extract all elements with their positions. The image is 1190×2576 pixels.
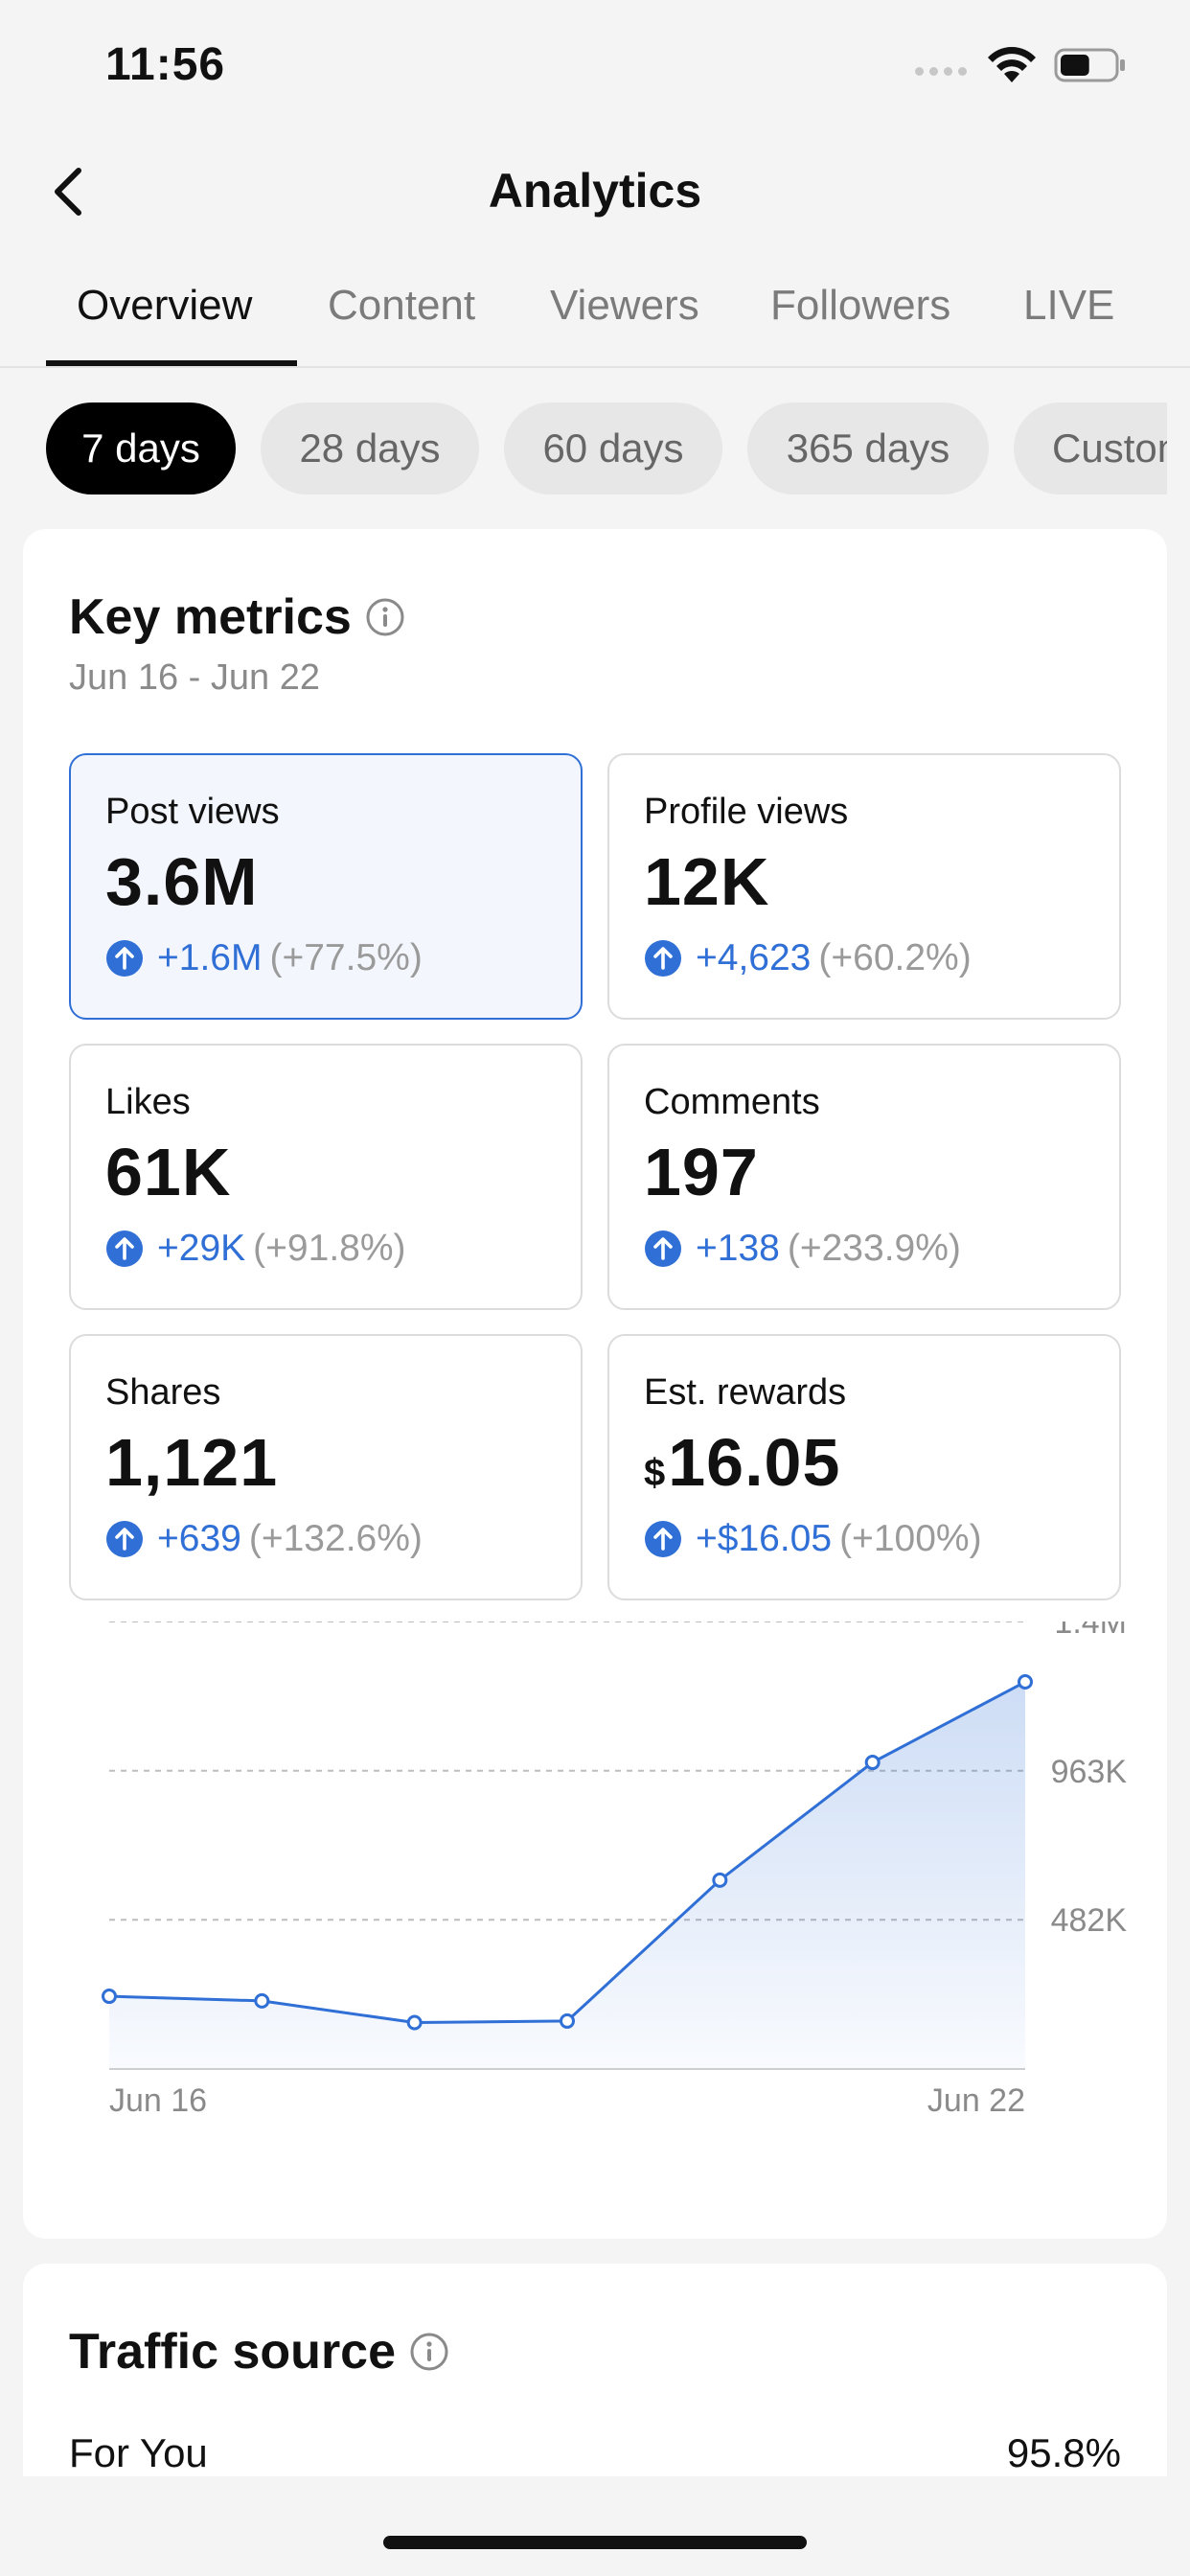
currency-symbol: $ (644, 1452, 667, 1494)
info-icon[interactable] (365, 597, 405, 637)
date-range: Jun 16 - Jun 22 (69, 657, 320, 698)
arrow-up-circle-icon (106, 1230, 143, 1267)
header: Analytics (0, 144, 1190, 240)
metric-change: +639 (+132.6%) (105, 1518, 423, 1560)
traffic-source-value: 95.8% (1006, 2430, 1121, 2475)
key-metrics-title: Key metrics (69, 589, 352, 645)
chart-y-tick-label: 482K (1051, 1902, 1128, 1939)
metric-label: Profile views (644, 792, 849, 832)
chevron-left-icon (55, 168, 81, 216)
chart-data-point (864, 1755, 881, 1771)
range-chip-365-days[interactable]: 365 days (747, 402, 989, 494)
chart-area (109, 1682, 1025, 2069)
chart-data-point (254, 1992, 270, 2009)
tab-live[interactable]: LIVE (1023, 282, 1115, 329)
metric-percent: (+132.6%) (248, 1518, 423, 1559)
arrow-up-circle-icon (106, 1521, 143, 1557)
chart-data-point (102, 1989, 117, 2005)
metric-value: 197 (644, 1135, 759, 1209)
metric-value: 1,121 (105, 1425, 279, 1500)
tab-viewers[interactable]: Viewers (550, 282, 699, 329)
arrow-up-circle-icon (106, 940, 143, 977)
tab-followers[interactable]: Followers (770, 282, 951, 329)
metric-est-rewards[interactable]: Est. rewards $16.05 +$16.05 (+100%) (607, 1334, 1121, 1600)
metric-percent: (+60.2%) (818, 937, 972, 978)
traffic-source-title-row: Traffic source (69, 2323, 449, 2380)
tab-content[interactable]: Content (328, 282, 476, 329)
metric-percent: (+77.5%) (269, 937, 423, 978)
tab-overview[interactable]: Overview (77, 282, 253, 329)
range-chip-60-days[interactable]: 60 days (504, 402, 722, 494)
status-time: 11:56 (105, 39, 226, 90)
chart-data-point (712, 1872, 728, 1888)
traffic-source-row: For You 95.8% (69, 2430, 1121, 2476)
metric-change: +$16.05 (+100%) (644, 1518, 982, 1560)
metric-change: +29K (+91.8%) (105, 1228, 406, 1270)
metric-delta: +1.6M (157, 937, 263, 978)
metric-delta: +639 (157, 1518, 241, 1559)
traffic-source-label: For You (69, 2430, 208, 2475)
chart-y-tick-label: 963K (1051, 1754, 1128, 1790)
metric-delta: +29K (157, 1228, 246, 1269)
metric-change: +4,623 (+60.2%) (644, 937, 972, 979)
arrow-up-circle-icon (645, 940, 681, 977)
chart-data-point (560, 2012, 575, 2029)
arrow-up-circle-icon (645, 1521, 681, 1557)
home-indicator (383, 2536, 807, 2549)
arrow-up-circle-icon (645, 1230, 681, 1267)
chart-data-point (406, 2014, 423, 2031)
metric-value: $16.05 (644, 1424, 840, 1501)
back-button[interactable] (38, 161, 100, 222)
metric-label: Shares (105, 1372, 221, 1413)
metric-value: 12K (644, 844, 770, 919)
metric-delta: +$16.05 (696, 1518, 833, 1559)
metric-post-views[interactable]: Post views 3.6M +1.6M (+77.5%) (69, 753, 583, 1020)
metric-percent: (+100%) (839, 1518, 982, 1559)
range-chip-custom[interactable]: Custom (1014, 402, 1167, 494)
metric-comments[interactable]: Comments 197 +138 (+233.9%) (607, 1044, 1121, 1310)
metric-delta: +138 (696, 1228, 780, 1269)
metric-likes[interactable]: Likes 61K +29K (+91.8%) (69, 1044, 583, 1310)
metric-value-number: 16.05 (668, 1425, 841, 1500)
metric-delta: +4,623 (696, 937, 812, 978)
metric-change: +1.6M (+77.5%) (105, 937, 423, 979)
chart-data-point (1018, 1674, 1033, 1690)
metric-change: +138 (+233.9%) (644, 1228, 961, 1270)
range-chip-28-days[interactable]: 28 days (261, 402, 479, 494)
metric-label: Comments (644, 1082, 820, 1122)
date-range-selector: 7 days 28 days 60 days 365 days Custom (0, 402, 1167, 498)
metric-value: 3.6M (105, 844, 259, 919)
metric-percent: (+233.9%) (787, 1228, 961, 1269)
key-metrics-title-row: Key metrics (69, 588, 405, 646)
range-chip-7-days[interactable]: 7 days (46, 402, 236, 494)
page-title: Analytics (488, 164, 702, 218)
traffic-source-title: Traffic source (69, 2324, 397, 2380)
tab-bar: Overview Content Viewers Followers LIVE (0, 268, 1190, 368)
metric-label: Est. rewards (644, 1372, 847, 1413)
key-metrics-card: Key metrics Jun 16 - Jun 22 Post views 3… (23, 529, 1167, 2239)
info-icon[interactable] (409, 2332, 449, 2372)
metric-shares[interactable]: Shares 1,121 +639 (+132.6%) (69, 1334, 583, 1600)
wifi-icon (988, 47, 1036, 82)
bottom-safe-area (0, 2476, 1190, 2576)
metric-label: Post views (105, 792, 280, 832)
tab-indicator (46, 360, 297, 366)
chart-svg: 482K 963K 1.4M Jun 16 Jun 22 (102, 1622, 1128, 2119)
metric-percent: (+91.8%) (253, 1228, 406, 1269)
status-bar: 11:56 (0, 0, 1190, 125)
post-views-chart: 482K 963K 1.4M Jun 16 Jun 22 (61, 1622, 1154, 2216)
cellular-signal-icon (915, 67, 967, 76)
metric-label: Likes (105, 1082, 191, 1122)
chart-x-tick-label: Jun 16 (109, 2082, 207, 2119)
chart-x-tick-label: Jun 22 (927, 2082, 1025, 2119)
chart-y-tick-label: 1.4M (1054, 1622, 1127, 1641)
battery-icon (1054, 48, 1125, 82)
metric-value: 61K (105, 1135, 232, 1209)
metric-profile-views[interactable]: Profile views 12K +4,623 (+60.2%) (607, 753, 1121, 1020)
